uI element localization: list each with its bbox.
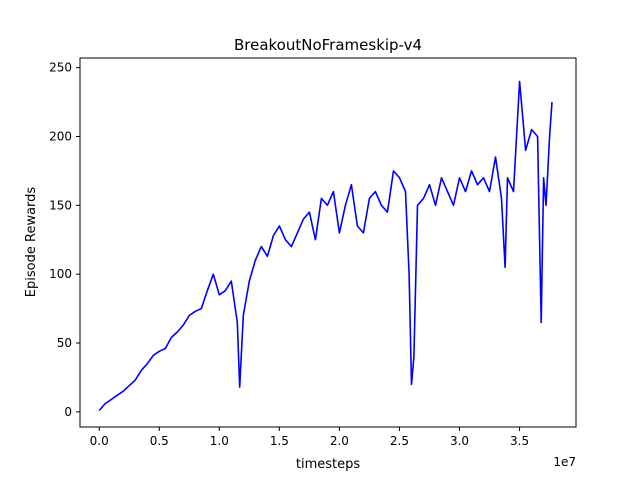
plot-area [79, 57, 577, 428]
x-tick-label: 1.0 [210, 434, 229, 448]
x-tick-label: 0.0 [90, 434, 109, 448]
y-tick-label: 50 [57, 336, 72, 350]
y-tick-label: 200 [49, 129, 72, 143]
x-axis-label: timesteps [296, 457, 360, 472]
axes-frame [79, 57, 577, 428]
y-tick-label: 250 [49, 61, 72, 75]
series-line-0 [98, 80, 553, 412]
x-tick-label: 0.5 [150, 434, 169, 448]
x-axis-offset-label: 1e7 [553, 455, 576, 469]
series-layer [98, 80, 553, 412]
chart-title: BreakoutNoFrameskip-v4 [234, 36, 422, 54]
y-axis-label: Episode Rewards [24, 187, 39, 298]
y-axis-ticks: 0 50 100 150 200 250 [49, 61, 80, 419]
x-tick-label: 3.0 [450, 434, 469, 448]
x-tick-label: 2.0 [330, 434, 349, 448]
y-tick-label: 100 [49, 267, 72, 281]
x-tick-label: 3.5 [510, 434, 529, 448]
y-tick-label: 150 [49, 198, 72, 212]
y-tick-label: 0 [64, 405, 72, 419]
x-axis-ticks: 0.0 0.5 1.0 1.5 2.0 2.5 3.0 3.5 [90, 427, 529, 448]
x-tick-label: 2.5 [390, 434, 409, 448]
x-tick-label: 1.5 [270, 434, 289, 448]
